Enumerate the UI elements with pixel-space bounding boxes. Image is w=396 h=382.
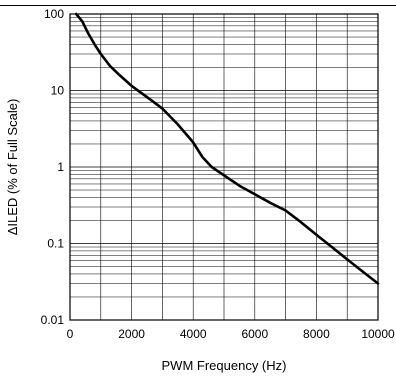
x-tick-label: 8000 xyxy=(303,327,330,341)
x-tick-label: 2000 xyxy=(118,327,145,341)
x-tick-label: 0 xyxy=(67,327,74,341)
y-tick-label: 0.1 xyxy=(47,237,64,251)
tick-labels: 0 2000 4000 6000 8000 10000 0.01 0.1 1 10 100 xyxy=(41,7,395,341)
y-tick-label: 1 xyxy=(57,160,64,174)
grid xyxy=(70,14,378,320)
y-tick-label: 100 xyxy=(44,7,64,21)
series-layer xyxy=(76,14,378,284)
y-axis-title: ΔILED (% of Full Scale) xyxy=(5,99,20,236)
series-line xyxy=(76,14,378,284)
x-tick-label: 6000 xyxy=(241,327,268,341)
x-tick-label: 10000 xyxy=(361,327,395,341)
y-tick-label: 0.01 xyxy=(41,313,65,327)
x-tick-label: 4000 xyxy=(180,327,207,341)
y-tick-label: 10 xyxy=(51,84,65,98)
x-axis-title: PWM Frequency (Hz) xyxy=(162,358,287,373)
